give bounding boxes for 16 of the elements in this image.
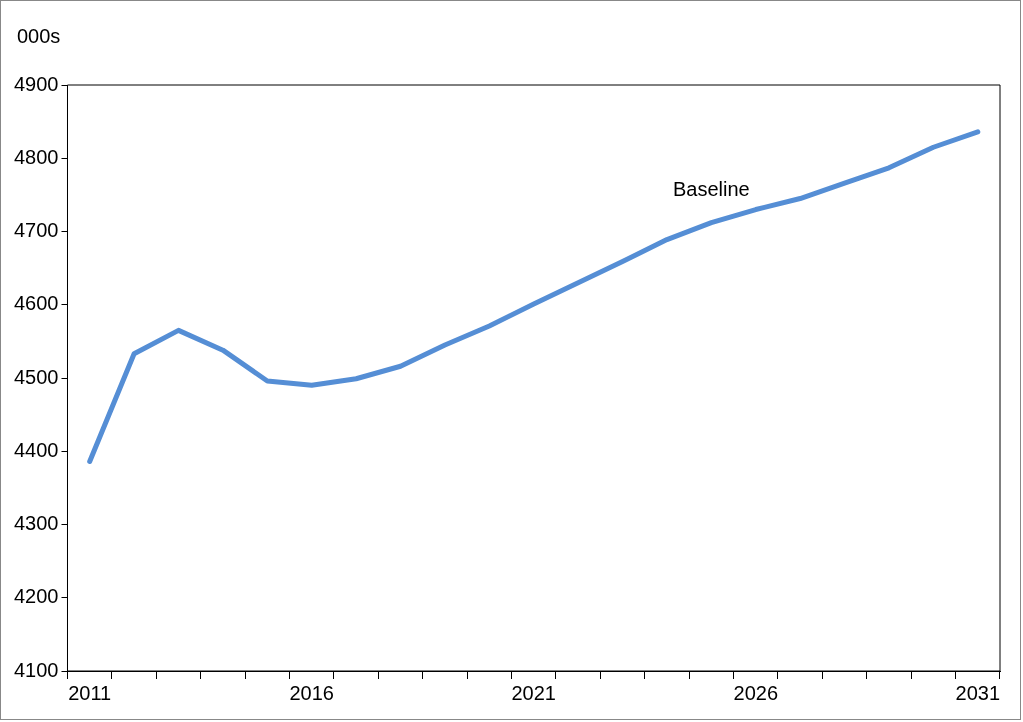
y-tick-label: 4900 — [13, 72, 59, 95]
y-tick-label: 4400 — [13, 438, 59, 461]
x-tick-label: 2026 — [733, 681, 779, 704]
x-tick-label: 2016 — [289, 681, 334, 704]
y-tick-label: 4500 — [13, 365, 59, 388]
x-tick-label: 2031 — [955, 681, 1001, 704]
x-tick-label: 2021 — [511, 681, 556, 704]
y-tick-label: 4100 — [13, 658, 59, 681]
x-tick-label: 2011 — [68, 681, 112, 704]
series-label: Baseline — [673, 178, 750, 201]
y-tick-label: 4600 — [13, 292, 59, 315]
y-axis-title: 000s — [17, 24, 61, 47]
y-tick-label: 4200 — [13, 585, 59, 608]
y-tick-label: 4800 — [13, 145, 59, 168]
y-tick-label: 4300 — [13, 512, 59, 535]
y-tick-label: 4700 — [13, 219, 59, 242]
